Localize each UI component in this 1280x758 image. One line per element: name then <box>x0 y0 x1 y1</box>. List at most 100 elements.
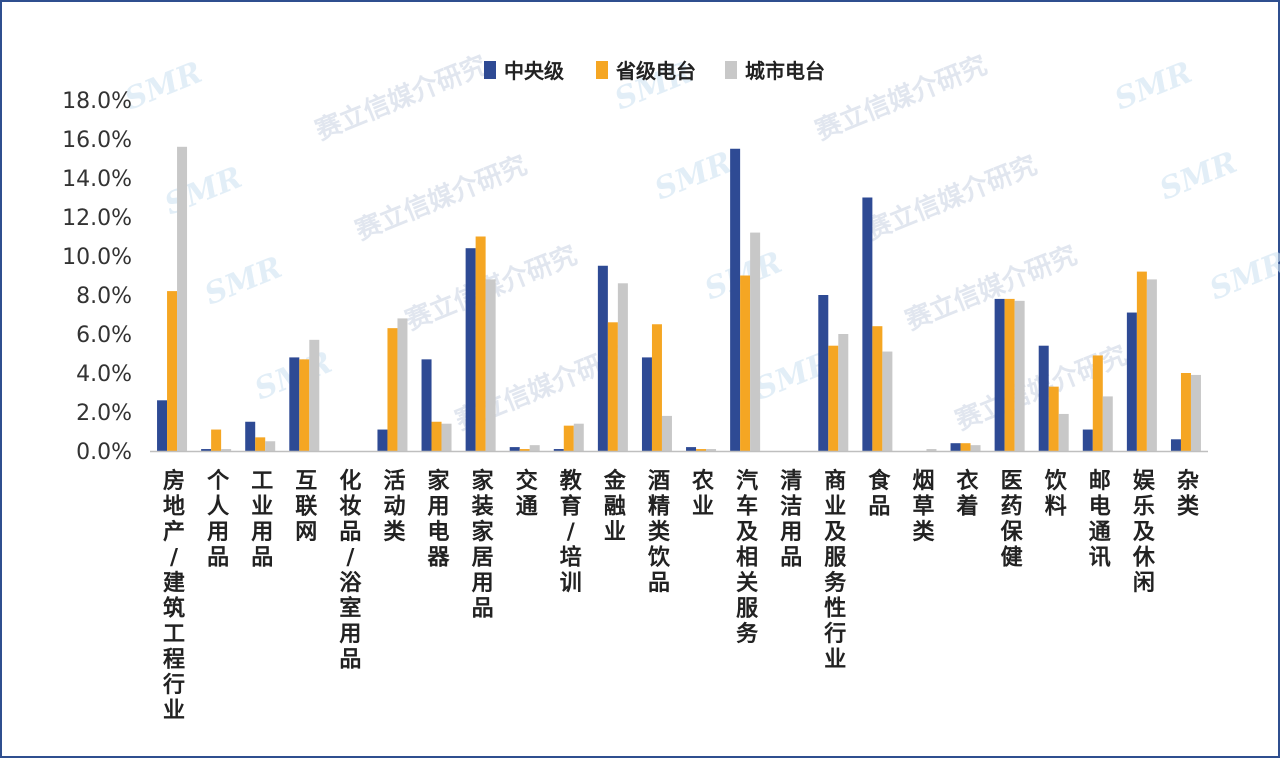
y-tick-label: 10.0% <box>62 245 132 270</box>
bar-central <box>597 265 608 451</box>
x-tick-label: 娱乐及休闲 <box>1132 469 1156 596</box>
bar-provincial <box>1136 271 1147 451</box>
watermark-text: 赛立信媒介研究 <box>810 50 991 147</box>
bar-central <box>421 359 432 451</box>
x-tick-label: 活动类 <box>383 469 406 545</box>
bar-provincial <box>696 449 707 451</box>
watermark-text: 赛立信媒介研究 <box>310 50 491 147</box>
bar-city <box>970 445 981 451</box>
bar-provincial <box>1004 298 1015 451</box>
y-tick-label: 18.0% <box>62 89 132 114</box>
bar-city <box>397 318 408 451</box>
legend-swatch <box>484 61 496 79</box>
x-tick-label: 个人用品 <box>207 469 230 571</box>
bar-central <box>465 248 476 451</box>
bar-provincial <box>431 421 442 451</box>
bar-city <box>221 449 232 451</box>
bar-central <box>157 400 168 451</box>
bar-provincial <box>1180 373 1191 451</box>
x-tick-label: 家装家居用品 <box>472 468 495 622</box>
bar-provincial <box>828 345 839 451</box>
bar-provincial <box>607 322 618 451</box>
watermark-logo: SMR <box>650 145 737 207</box>
bar-central <box>289 357 300 451</box>
bar-provincial <box>519 449 530 451</box>
bar-central <box>818 295 829 451</box>
bar-city <box>1058 413 1069 451</box>
bar-central <box>1170 439 1181 451</box>
watermark-text: 赛立信媒介研究 <box>900 240 1081 337</box>
bar-city <box>573 423 584 451</box>
bar-provincial <box>387 328 398 451</box>
y-tick-label: 12.0% <box>62 206 132 231</box>
bar-city <box>265 441 276 451</box>
bar-provincial <box>872 326 883 451</box>
x-tick-label: 清洁用品 <box>780 468 802 571</box>
bar-central <box>686 447 697 451</box>
watermark-logo: SMR <box>1110 55 1197 117</box>
bar-central <box>641 357 652 451</box>
bar-city <box>706 449 717 451</box>
x-tick-label: 金融业 <box>603 468 627 545</box>
watermark-logo: SMR <box>1155 145 1242 207</box>
bar-central <box>509 447 520 451</box>
bar-provincial <box>299 359 310 451</box>
bar-city <box>1014 300 1025 451</box>
bar-city <box>441 423 452 451</box>
x-tick-label: 医药保健 <box>1000 469 1024 571</box>
x-tick-label: 农业 <box>691 468 714 520</box>
y-axis: 18.0% 16.0% 14.0% 12.0% 10.0% 8.0% 6.0% 4.0% 2.0… <box>62 89 132 465</box>
bar-central <box>245 421 256 451</box>
bar-central <box>862 197 873 451</box>
legend-swatch <box>596 61 608 79</box>
x-tick-label: 工业用品 <box>251 469 273 571</box>
x-tick-label: 房地产/建筑工程行业 <box>162 468 185 724</box>
bar-central <box>1082 429 1093 451</box>
bars <box>157 146 1201 452</box>
bar-provincial <box>651 324 662 451</box>
legend-label: 城市电台 <box>745 59 825 83</box>
bar-city <box>1146 279 1157 451</box>
bar-provincial <box>960 443 971 451</box>
x-tick-label: 商业及服务性行业 <box>823 468 847 673</box>
bar-central <box>377 429 388 451</box>
x-tick-label: 烟草类 <box>912 469 935 545</box>
x-tick-label: 交通 <box>516 468 538 520</box>
watermark-logo: SMR <box>160 160 247 222</box>
x-tick-label: 杂类 <box>1177 469 1200 520</box>
bar-provincial <box>1092 355 1103 451</box>
bar-provincial <box>563 425 574 451</box>
bar-provincial <box>1048 386 1059 451</box>
x-tick-label: 化妆品/浴室用品 <box>339 468 362 673</box>
bar-city <box>926 449 937 451</box>
bar-city <box>882 351 893 451</box>
legend-swatch <box>725 61 737 79</box>
x-axis: 房地产/建筑工程行业个人用品工业用品互联网化妆品/浴室用品活动类家用电器家装家居… <box>150 450 1208 724</box>
bar-city <box>529 445 540 451</box>
bar-city <box>750 232 761 451</box>
bar-provincial <box>167 291 178 451</box>
y-tick-label: 16.0% <box>62 128 132 153</box>
y-tick-label: 8.0% <box>76 284 132 309</box>
x-tick-label: 互联网 <box>295 469 317 545</box>
x-tick-label: 饮料 <box>1044 469 1068 520</box>
x-tick-label: 汽车及相关服务 <box>736 468 759 647</box>
bar-city <box>661 415 672 451</box>
bar-provincial <box>255 437 266 451</box>
bar-provincial <box>475 236 486 451</box>
bar-central <box>1126 312 1137 451</box>
bar-central <box>553 449 564 451</box>
bar-city <box>617 283 628 451</box>
bar-provincial <box>740 275 751 451</box>
bar-central <box>730 148 741 451</box>
bar-central <box>950 443 961 451</box>
watermark-text: 赛立信媒介研究 <box>860 150 1041 247</box>
bar-city <box>485 279 496 451</box>
legend: 中央级 省级电台 城市电台 <box>484 59 825 83</box>
y-tick-label: 4.0% <box>76 362 132 387</box>
x-tick-label: 家用电器 <box>427 468 451 571</box>
watermark-logo: SMR <box>200 250 287 312</box>
bar-city <box>309 339 320 451</box>
x-tick-label: 邮电通讯 <box>1089 469 1111 571</box>
